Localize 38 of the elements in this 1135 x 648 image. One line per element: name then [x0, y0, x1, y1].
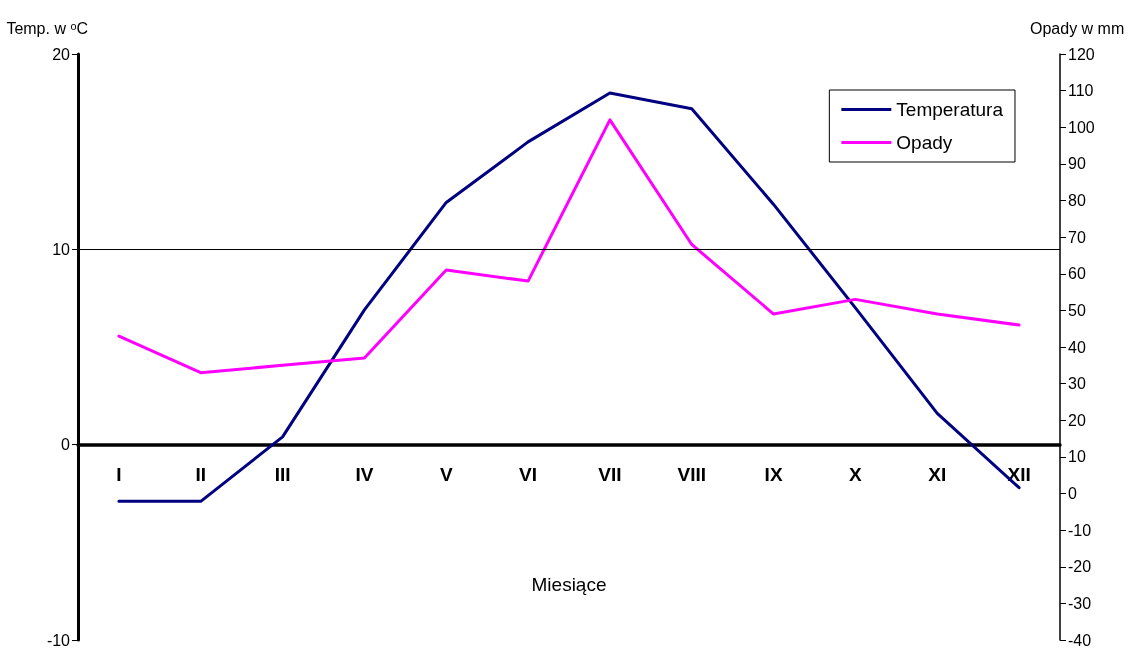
y-tick-label: 0 — [61, 436, 71, 454]
y2-tick-label: 50 — [1068, 301, 1086, 319]
y-axis-title: Temp. w ᵒC — [6, 19, 88, 37]
x-tick-label: IX — [764, 463, 783, 485]
y2-axis-title: Opady w mm — [1030, 19, 1125, 37]
x-axis-title: Miesiące — [531, 573, 607, 595]
y2-tick-label: -20 — [1068, 558, 1092, 576]
y2-tick-label: 40 — [1068, 338, 1086, 356]
y2-tick-label: 120 — [1068, 45, 1095, 63]
y2-tick-label: 30 — [1068, 375, 1086, 393]
x-tick-label: I — [116, 463, 122, 485]
x-tick-label: XI — [928, 463, 947, 485]
legend-label: Temperatura — [896, 99, 1004, 120]
legend-label: Opady — [896, 132, 953, 153]
y2-tick-label: -40 — [1068, 631, 1092, 648]
y2-tick-label: -30 — [1068, 594, 1092, 612]
y2-tick-label: 20 — [1068, 411, 1086, 429]
x-tick-label: VI — [519, 463, 538, 485]
y-tick-label: 20 — [52, 45, 71, 63]
y2-tick-label: 80 — [1068, 192, 1086, 209]
y-tick-label: -10 — [46, 631, 71, 648]
y2-tick-label: 0 — [1068, 485, 1077, 502]
x-tick-label: II — [195, 463, 207, 485]
x-tick-label: IV — [355, 463, 374, 485]
x-tick-label: XII — [1007, 463, 1031, 485]
y2-tick-label: 10 — [1068, 448, 1086, 466]
y2-tick-label: 90 — [1068, 155, 1086, 173]
y2-tick-label: 60 — [1068, 265, 1086, 283]
y2-tick-label: -10 — [1068, 521, 1092, 539]
y2-tick-label: 100 — [1068, 118, 1095, 136]
x-tick-label: V — [439, 463, 453, 485]
x-tick-label: VIII — [677, 463, 707, 485]
y2-tick-label: 110 — [1068, 82, 1094, 100]
y-tick-label: 10 — [52, 240, 71, 258]
x-tick-label: X — [849, 463, 863, 485]
x-tick-label: VII — [598, 463, 622, 485]
x-tick-label: III — [274, 463, 291, 485]
y2-tick-label: 70 — [1068, 228, 1086, 246]
